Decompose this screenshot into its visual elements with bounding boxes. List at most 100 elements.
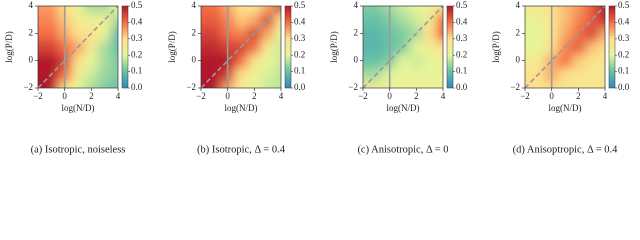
heat-cell: [423, 6, 437, 14]
heat-cell: [44, 26, 59, 41]
x-tick-label: 0: [225, 91, 230, 101]
heat-cell: [531, 40, 546, 55]
heat-cell: [363, 6, 371, 14]
heat-cell: [423, 81, 437, 88]
heat-cell: [247, 12, 262, 27]
figure: −2 0 2 4 −2 0 2 4 log(N/D) log(P/D) 0.0 0.1 0.2 0.3 0.…: [4, 0, 630, 155]
heat-cell: [585, 67, 599, 82]
diagonal-line: [200, 5, 282, 89]
heat-cell: [571, 40, 586, 55]
heat-cell: [558, 81, 573, 88]
x-tick-label: 2: [414, 91, 419, 101]
y-tick-label: −2: [23, 82, 33, 92]
heat-cell: [71, 67, 86, 82]
x-axis-label: log(N/D): [225, 103, 258, 113]
colorbar-tick-label: 0.1: [456, 66, 467, 76]
heat-cell: [531, 81, 546, 88]
x-tick-label: 2: [252, 91, 257, 101]
heat-cell: [84, 81, 99, 88]
x-tick-label: 4: [441, 91, 446, 101]
heat-cell: [363, 53, 371, 68]
heat-cell: [571, 6, 586, 14]
heat-cell: [571, 67, 586, 82]
heat-cell: [558, 53, 573, 68]
colorbar-tick-label: 0.0: [456, 82, 468, 92]
colorbar-tick-label: 0.2: [618, 49, 629, 59]
caption: (b) Isotropic, Δ = 0.4: [197, 144, 286, 155]
colorbar-tick-label: 0.5: [456, 0, 468, 10]
heat-cell: [234, 53, 249, 68]
heat-cell: [84, 12, 99, 27]
x-tick-label: 0: [62, 91, 67, 101]
colorbar-tick-label: 0.4: [131, 16, 143, 26]
y-axis-label: log(P/D): [329, 31, 339, 63]
y-tick-label: 0: [29, 55, 34, 65]
colorbar-tick-label: 0.5: [294, 0, 306, 10]
heat-cell: [71, 81, 86, 88]
colorbar: [121, 5, 129, 89]
y-tick-label: 4: [29, 0, 34, 10]
colorbar-tick-label: 0.2: [131, 49, 142, 59]
heat-cell: [38, 12, 46, 27]
heat-cell: [111, 26, 118, 41]
heat-cell: [525, 12, 533, 27]
x-axis-label: log(N/D): [549, 103, 582, 113]
heat-cell: [558, 26, 573, 41]
colorbar-tick-label: 0.4: [618, 16, 630, 26]
heat-cell: [274, 53, 281, 68]
heat-cell: [525, 40, 533, 55]
heat-cell: [369, 81, 384, 88]
heat-cell: [207, 53, 222, 68]
heat-cell: [234, 26, 249, 41]
colorbar: [446, 5, 454, 89]
heat-cell: [261, 81, 275, 88]
heat-cell: [558, 12, 573, 27]
colorbar-tick-label: 0.4: [456, 16, 468, 26]
heat-cell: [363, 40, 371, 55]
heat-cell: [396, 26, 411, 41]
heat-cell: [207, 26, 222, 41]
heat-cell: [234, 6, 249, 14]
heat-cell: [234, 12, 249, 27]
x-axis-label: log(N/D): [387, 103, 420, 113]
diagonal-line: [362, 5, 444, 89]
plot-frame: [362, 5, 444, 89]
caption: (c) Anisotropic, Δ = 0: [357, 144, 448, 155]
heat-cell: [247, 81, 262, 88]
heat-cell: [234, 67, 249, 82]
heat-cell: [525, 67, 533, 82]
heatmap: [38, 6, 118, 88]
caption: (d) Anisoptropic, Δ = 0.4: [513, 144, 619, 155]
heat-cell: [598, 67, 605, 82]
heat-cell: [363, 67, 371, 82]
heat-cell: [598, 6, 605, 14]
plot-frame: [524, 5, 606, 89]
heat-cell: [409, 81, 424, 88]
y-tick-label: −2: [186, 82, 196, 92]
diagonal-line: [37, 5, 119, 89]
heat-cell: [423, 53, 437, 68]
y-tick-label: 4: [192, 0, 197, 10]
y-axis-label: log(P/D): [491, 31, 501, 63]
heat-cell: [98, 53, 112, 68]
heat-cell: [409, 6, 424, 14]
heat-cell: [98, 81, 112, 88]
heat-cell: [531, 53, 546, 68]
heat-cell: [38, 26, 46, 41]
heat-cell: [207, 40, 222, 55]
heat-cell: [369, 26, 384, 41]
y-tick-label: 2: [516, 27, 521, 37]
heat-cell: [396, 81, 411, 88]
panel: −2 0 2 4 −2 0 2 4 log(N/D) log(P/D) 0.0 0.1 0.2 0.3 0.…: [167, 0, 306, 155]
heat-cell: [98, 40, 112, 55]
heat-cell: [525, 26, 533, 41]
y-tick-label: 2: [192, 27, 197, 37]
x-tick-label: 4: [603, 91, 608, 101]
x-tick-label: 2: [89, 91, 94, 101]
heat-cell: [111, 40, 118, 55]
heat-cell: [98, 67, 112, 82]
heat-cell: [111, 81, 118, 88]
heat-cell: [84, 40, 99, 55]
heat-cell: [71, 53, 86, 68]
colorbar-tick-label: 0.2: [294, 49, 305, 59]
